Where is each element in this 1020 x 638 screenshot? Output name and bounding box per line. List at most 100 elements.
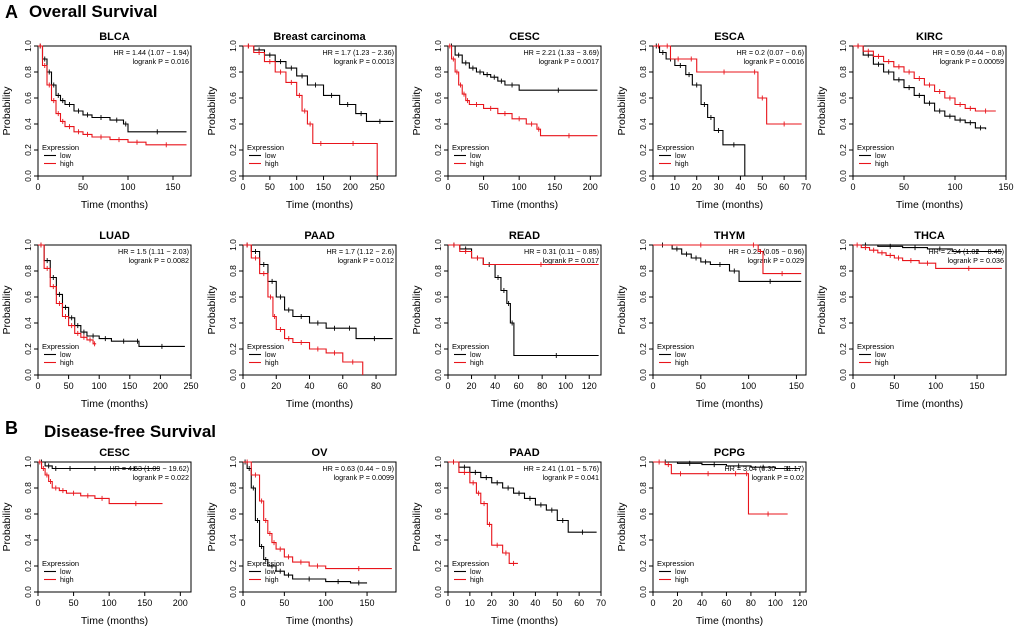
chart6-series-high-curve — [38, 244, 97, 345]
chart4-legend-label-high: high — [675, 159, 689, 168]
chart12-legend-label-low: low — [265, 567, 277, 576]
chart3-series-low-curve — [448, 45, 598, 91]
chart14-legend-label-high: high — [675, 575, 689, 584]
chart9-xtick-label-2: 100 — [741, 381, 756, 391]
chart12-xtick-label-2: 100 — [318, 598, 333, 608]
chart8-logrank-label: logrank P = 0.017 — [543, 256, 599, 265]
chart11-x-axis-label: Time (months) — [81, 615, 148, 627]
chart8-hr-label: HR = 0.31 (0.11 − 0.85) — [524, 247, 599, 256]
chart3-ytick-label-5: 1.0 — [433, 40, 443, 52]
chart11-title: CESC — [99, 447, 130, 459]
chart1-legend-title: Expression — [42, 143, 79, 152]
chart12-legend-label-high: high — [265, 575, 279, 584]
chart12-logrank-label: logrank P = 0.0099 — [334, 473, 394, 482]
chart1-xtick-label-3: 150 — [165, 182, 180, 192]
chart8-xtick-label-0: 0 — [445, 381, 450, 391]
chart10-xtick-label-0: 0 — [850, 381, 855, 391]
chart6-xtick-label-1: 50 — [64, 381, 74, 391]
chart3-ytick-label-0: 0.0 — [433, 170, 443, 182]
chart2-ytick-label-3: 0.6 — [228, 92, 238, 104]
chart6-ytick-label-4: 0.8 — [23, 265, 33, 277]
chart13-ytick-label-1: 0.2 — [433, 560, 443, 572]
chart4-xtick-label-2: 20 — [692, 182, 702, 192]
chart10-legend-label-low: low — [875, 350, 887, 359]
chart5-y-axis-label: Probability — [816, 86, 828, 136]
chart13-legend-label-low: low — [470, 567, 482, 576]
chart12-title: OV — [312, 447, 329, 459]
chart1-title: BLCA — [99, 31, 130, 43]
chart2-ytick-label-2: 0.4 — [228, 118, 238, 130]
chart6-xtick-label-4: 200 — [153, 381, 168, 391]
chart3-xtick-label-1: 50 — [479, 182, 489, 192]
km-chart-7: PAAD HR = 1.7 (1.12 − 2.6)logrank P = 0.0… — [206, 230, 397, 410]
chart13-xtick-label-4: 40 — [530, 598, 540, 608]
chart13-ytick-label-2: 0.4 — [433, 534, 443, 546]
chart13-xtick-label-5: 50 — [552, 598, 562, 608]
chart11-series-low-curve — [38, 461, 159, 470]
chart1-ytick-label-5: 1.0 — [23, 40, 33, 52]
chart9-x-axis-label: Time (months) — [696, 398, 763, 410]
km-chart-4: ESCA HR = 0.2 (0.07 − 0.6)logrank P = 0.0… — [616, 31, 811, 211]
chart5-title: KIRC — [916, 31, 943, 43]
chart7-legend-label-low: low — [265, 350, 277, 359]
chart6-ytick-label-3: 0.6 — [23, 291, 33, 303]
chart3-plot-frame — [447, 45, 602, 177]
chart14-title: PCPG — [714, 447, 745, 459]
chart14-xtick-label-1: 20 — [672, 598, 682, 608]
km-chart-12: OV HR = 0.63 (0.44 − 0.9)logrank P = 0.00… — [206, 447, 397, 627]
chart7-legend-label-high: high — [265, 358, 279, 367]
chart6-xtick-label-3: 150 — [122, 381, 137, 391]
chart8-ytick-label-5: 1.0 — [433, 239, 443, 251]
chart9-title: THYM — [714, 230, 745, 242]
chart5-legend-label-low: low — [875, 151, 887, 160]
chart3-ytick-label-3: 0.6 — [433, 92, 443, 104]
chart5-ytick-label-1: 0.2 — [838, 144, 848, 156]
chart6-xtick-label-0: 0 — [35, 381, 40, 391]
chart8-xtick-label-1: 20 — [467, 381, 477, 391]
chart8-title: READ — [509, 230, 540, 242]
chart7-ytick-label-1: 0.2 — [228, 343, 238, 355]
chart1-xtick-label-1: 50 — [78, 182, 88, 192]
chart10-ytick-label-2: 0.4 — [838, 317, 848, 329]
km-chart-3: CESC HR = 2.21 (1.33 − 3.69)logrank P = 0… — [411, 31, 602, 211]
chart5-legend-label-high: high — [875, 159, 889, 168]
chart8-xtick-label-6: 120 — [582, 381, 597, 391]
chart6-plot-frame — [37, 244, 192, 376]
chart1-logrank-label: logrank P = 0.016 — [133, 57, 189, 66]
chart11-xtick-label-0: 0 — [35, 598, 40, 608]
chart6-ytick-label-2: 0.4 — [23, 317, 33, 329]
chart4-plot-frame — [652, 45, 807, 177]
chart4-ytick-label-2: 0.4 — [638, 118, 648, 130]
chart5-series-low-curve — [853, 45, 987, 130]
chart9-ytick-label-2: 0.4 — [638, 317, 648, 329]
chart13-legend-title: Expression — [452, 559, 489, 568]
chart2-title: Breast carcinoma — [273, 31, 366, 43]
chart12-ytick-label-1: 0.2 — [228, 560, 238, 572]
chart13-ytick-label-5: 1.0 — [433, 456, 443, 468]
chart8-series-high-curve — [448, 244, 599, 266]
chart4-ytick-label-4: 0.8 — [638, 66, 648, 78]
chart3-y-axis-label: Probability — [411, 86, 423, 136]
chart5-xtick-label-0: 0 — [850, 182, 855, 192]
km-chart-8: READ HR = 0.31 (0.11 − 0.85)logrank P = 0… — [411, 230, 602, 410]
chart3-ytick-label-4: 0.8 — [433, 66, 443, 78]
chart13-title: PAAD — [509, 447, 539, 459]
chart5-ytick-label-3: 0.6 — [838, 92, 848, 104]
chart8-ytick-label-2: 0.4 — [433, 317, 443, 329]
chart2-xtick-label-3: 150 — [316, 182, 331, 192]
chart13-plot-frame — [447, 461, 602, 593]
chart11-xtick-label-2: 100 — [102, 598, 117, 608]
chart10-ytick-label-3: 0.6 — [838, 291, 848, 303]
chart4-title: ESCA — [714, 31, 745, 43]
chart3-ytick-label-1: 0.2 — [433, 144, 443, 156]
chart9-legend-title: Expression — [657, 342, 694, 351]
chart7-ytick-label-5: 1.0 — [228, 239, 238, 251]
chart4-xtick-label-4: 40 — [735, 182, 745, 192]
chart6-x-axis-label: Time (months) — [81, 398, 148, 410]
chart2-ytick-label-1: 0.2 — [228, 144, 238, 156]
chart14-legend-title: Expression — [657, 559, 694, 568]
km-chart-9: THYM HR = 0.23 (0.05 − 0.96)logrank P = 0… — [616, 230, 807, 410]
chart1-legend-label-high: high — [60, 159, 74, 168]
chart10-y-axis-label: Probability — [816, 285, 828, 335]
